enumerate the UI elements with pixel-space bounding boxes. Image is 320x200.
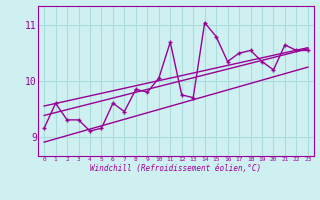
X-axis label: Windchill (Refroidissement éolien,°C): Windchill (Refroidissement éolien,°C): [91, 164, 261, 173]
